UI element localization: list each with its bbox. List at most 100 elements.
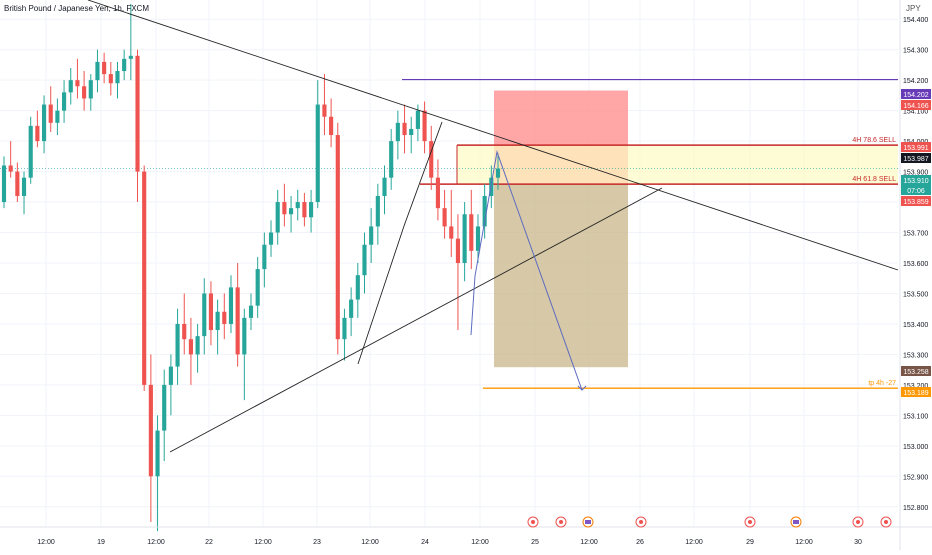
- price-tag: [901, 196, 931, 206]
- candle-body: [208, 293, 214, 331]
- swing-line: [357, 121, 443, 365]
- price-tag: [901, 175, 931, 185]
- candle-body: [315, 104, 320, 203]
- candle-body: [75, 80, 80, 87]
- candle-body: [55, 110, 60, 123]
- candle-body: [255, 269, 260, 306]
- candle-body: [482, 195, 487, 227]
- x-tick-label: 19: [97, 539, 105, 546]
- y-tick-label: 153.600: [903, 261, 928, 268]
- candle-body: [389, 141, 394, 178]
- candle-body: [322, 104, 327, 117]
- candle-body: [128, 55, 133, 59]
- y-tick-label: 153.000: [903, 444, 928, 451]
- flag-icon: [793, 520, 799, 524]
- ascending-trendline: [169, 187, 663, 453]
- price-tag-label: 153.859: [903, 199, 928, 206]
- x-tick-label: 12:00: [795, 539, 813, 546]
- x-tick-label: 30: [854, 539, 862, 546]
- x-tick-label: 12:00: [471, 539, 489, 546]
- candle-body: [102, 61, 107, 75]
- x-tick-label: 22: [205, 539, 213, 546]
- y-tick-label: 154.300: [903, 48, 928, 55]
- candle-body: [155, 430, 160, 477]
- time-axis: 12:00 19 12:00 22 12:00 23 12:00 24 12:00 25 12:00…: [0, 526, 932, 546]
- candle-body: [48, 104, 53, 123]
- event-markers: [527, 516, 892, 528]
- candle-body: [402, 122, 407, 136]
- price-tag: [901, 89, 931, 99]
- candle-body: [242, 317, 247, 355]
- annotations: 4H 78.6 SELL 4H 61.8 SELL tp 4h -27: [852, 137, 896, 387]
- x-tick-label: 12:00: [580, 539, 598, 546]
- sell-zone: [457, 145, 898, 185]
- y-tick-label: 153.300: [903, 352, 928, 359]
- candle-body: [495, 168, 501, 178]
- y-tick-label: 153.900: [903, 170, 928, 177]
- candle-body: [382, 177, 387, 196]
- event-dot-icon: [639, 520, 643, 524]
- candle-body: [429, 141, 434, 178]
- y-tick-label: 154.200: [903, 78, 928, 85]
- candle-body: [148, 384, 153, 477]
- annotation-label: 4H 61.8 SELL: [852, 176, 896, 183]
- candle-body: [248, 305, 254, 318]
- event-dot-icon: [884, 520, 888, 524]
- candle-body: [108, 74, 113, 84]
- y-tick-label: 153.500: [903, 291, 928, 298]
- x-tick-label: 12:00: [37, 539, 55, 546]
- candle-body: [28, 125, 33, 178]
- flag-icon: [585, 520, 591, 524]
- candle-body: [222, 311, 227, 324]
- candle-body: [475, 226, 481, 251]
- candle-body: [262, 244, 267, 270]
- price-tag: [901, 153, 931, 163]
- candle-body: [188, 339, 193, 355]
- candle-body: [395, 122, 400, 142]
- price-tag-label: 07:06: [907, 188, 925, 195]
- candle-body: [135, 55, 140, 172]
- candle-body: [362, 244, 367, 276]
- currency-label: JPY: [906, 4, 921, 13]
- event-dot-icon: [531, 520, 535, 524]
- take-profit-zone: [494, 184, 628, 368]
- candle-body: [21, 177, 27, 196]
- candle-body: [168, 366, 173, 385]
- candle-body: [435, 177, 440, 209]
- price-tag: [901, 142, 931, 152]
- candle-body: [415, 110, 420, 129]
- candle-body: [62, 92, 67, 111]
- candle-body: [442, 208, 447, 227]
- candle-body: [35, 125, 40, 142]
- y-tick-label: 153.100: [903, 413, 928, 420]
- event-dot-icon: [748, 520, 752, 524]
- y-tick-label: 153.200: [903, 383, 928, 390]
- x-tick-label: 29: [746, 539, 754, 546]
- candle-body: [302, 202, 307, 218]
- candle-body: [1, 165, 7, 203]
- event-dot-icon: [856, 520, 860, 524]
- price-tag-label: 153.987: [903, 156, 928, 163]
- candle-body: [409, 128, 414, 136]
- candle-body: [369, 226, 374, 245]
- price-tag-label: 153.189: [903, 390, 928, 397]
- candle-body: [469, 214, 474, 251]
- candle-body: [355, 275, 360, 300]
- candle-body: [422, 110, 427, 142]
- annotation-label: tp 4h -27: [868, 380, 896, 387]
- candle-body: [82, 86, 87, 99]
- y-tick-label: 154.100: [903, 109, 928, 116]
- candle-body: [41, 104, 47, 142]
- candle-body: [215, 311, 220, 331]
- x-tick-label: 12:00: [685, 539, 703, 546]
- y-tick-label: 152.800: [903, 505, 928, 512]
- candle-body: [115, 71, 120, 84]
- price-tag: [901, 387, 931, 397]
- candle-body: [95, 61, 100, 81]
- y-tick-label: 153.700: [903, 231, 928, 238]
- candle-body: [268, 232, 274, 245]
- candle-body: [142, 171, 147, 385]
- event-dot-icon: [559, 520, 563, 524]
